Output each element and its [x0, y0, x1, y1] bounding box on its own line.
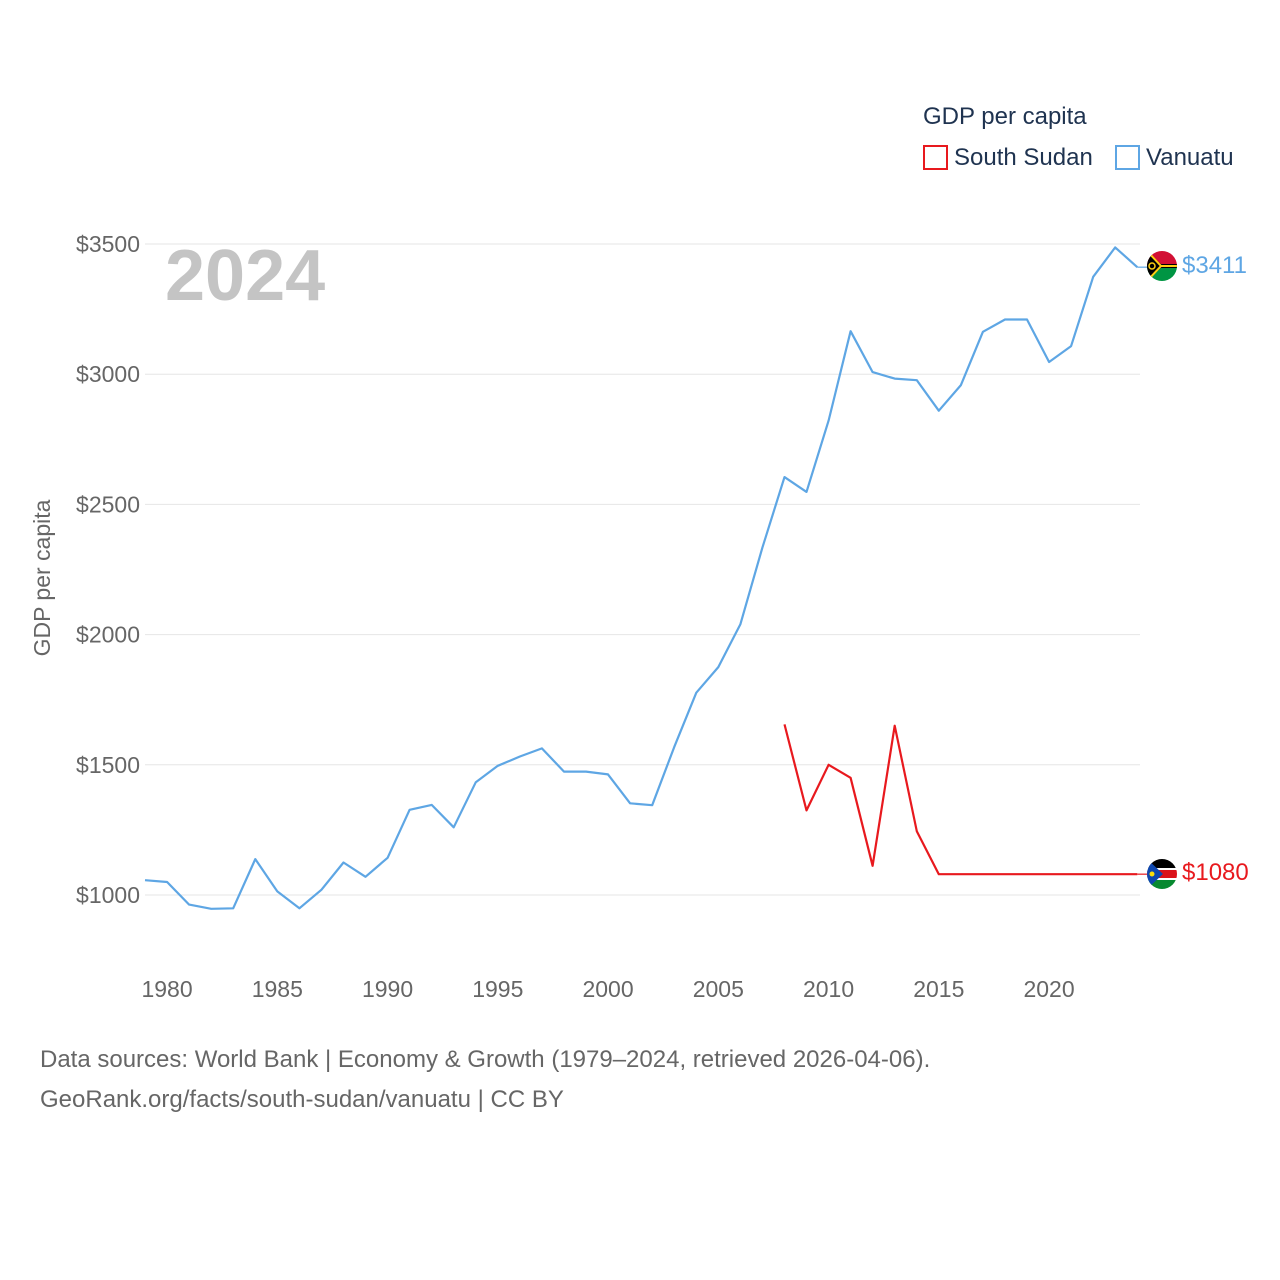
gridlines: [145, 243, 1140, 896]
footer: Data sources: World Bank | Economy & Gro…: [40, 1040, 930, 1120]
x-tick-label: 1995: [472, 976, 523, 1002]
y-tick-label: $1000: [76, 882, 140, 908]
series-line-south-sudan: [783, 724, 1138, 876]
x-tick-label: 1980: [141, 976, 192, 1002]
south-sudan-end-value: $1080: [1182, 859, 1249, 886]
y-axis-label: GDP per capita: [29, 499, 55, 656]
data-sources-text: Data sources: World Bank | Economy & Gro…: [40, 1046, 931, 1073]
year-label: 2024: [165, 236, 325, 316]
x-tick-label: 2010: [803, 976, 854, 1002]
vanuatu-end-value: $3411: [1182, 252, 1247, 279]
y-axis-ticks: $1000 $1500 $2000 $2500 $3000 $3500: [76, 231, 140, 908]
y-tick-label: $3000: [76, 361, 140, 387]
legend-title: GDP per capita: [923, 103, 1087, 130]
y-tick-label: $3500: [76, 231, 140, 257]
y-tick-label: $1500: [76, 752, 140, 778]
legend-label-south-sudan: South Sudan: [954, 144, 1093, 171]
legend-swatch-vanuatu: [1115, 145, 1140, 170]
south-sudan-flag-icon: [1147, 859, 1177, 889]
x-tick-label: 2015: [913, 976, 964, 1002]
attribution-link[interactable]: GeoRank.org/facts/south-sudan/vanuatu | …: [40, 1086, 564, 1113]
legend-swatch-south-sudan: [923, 145, 948, 170]
y-tick-label: $2000: [76, 622, 140, 648]
x-tick-label: 2000: [582, 976, 633, 1002]
x-tick-label: 2020: [1023, 976, 1074, 1002]
x-tick-label: 1985: [252, 976, 303, 1002]
y-tick-label: $2500: [76, 491, 140, 517]
x-axis-ticks: 1980 1985 1990 1995 2000 2005 2010 2015 2020: [141, 976, 1074, 1002]
x-tick-label: 2005: [693, 976, 744, 1002]
series-line-vanuatu: [144, 246, 1139, 910]
vanuatu-flag-icon: [1147, 251, 1177, 281]
x-tick-label: 1990: [362, 976, 413, 1002]
gdp-line-chart: $1000$1500$2000$2500$3000$3500 1980 1985 1…: [29, 103, 1249, 1002]
series-lines: [144, 246, 1147, 910]
legend: GDP per capita South Sudan Vanuatu: [923, 103, 1234, 171]
legend-label-vanuatu: Vanuatu: [1146, 144, 1234, 171]
